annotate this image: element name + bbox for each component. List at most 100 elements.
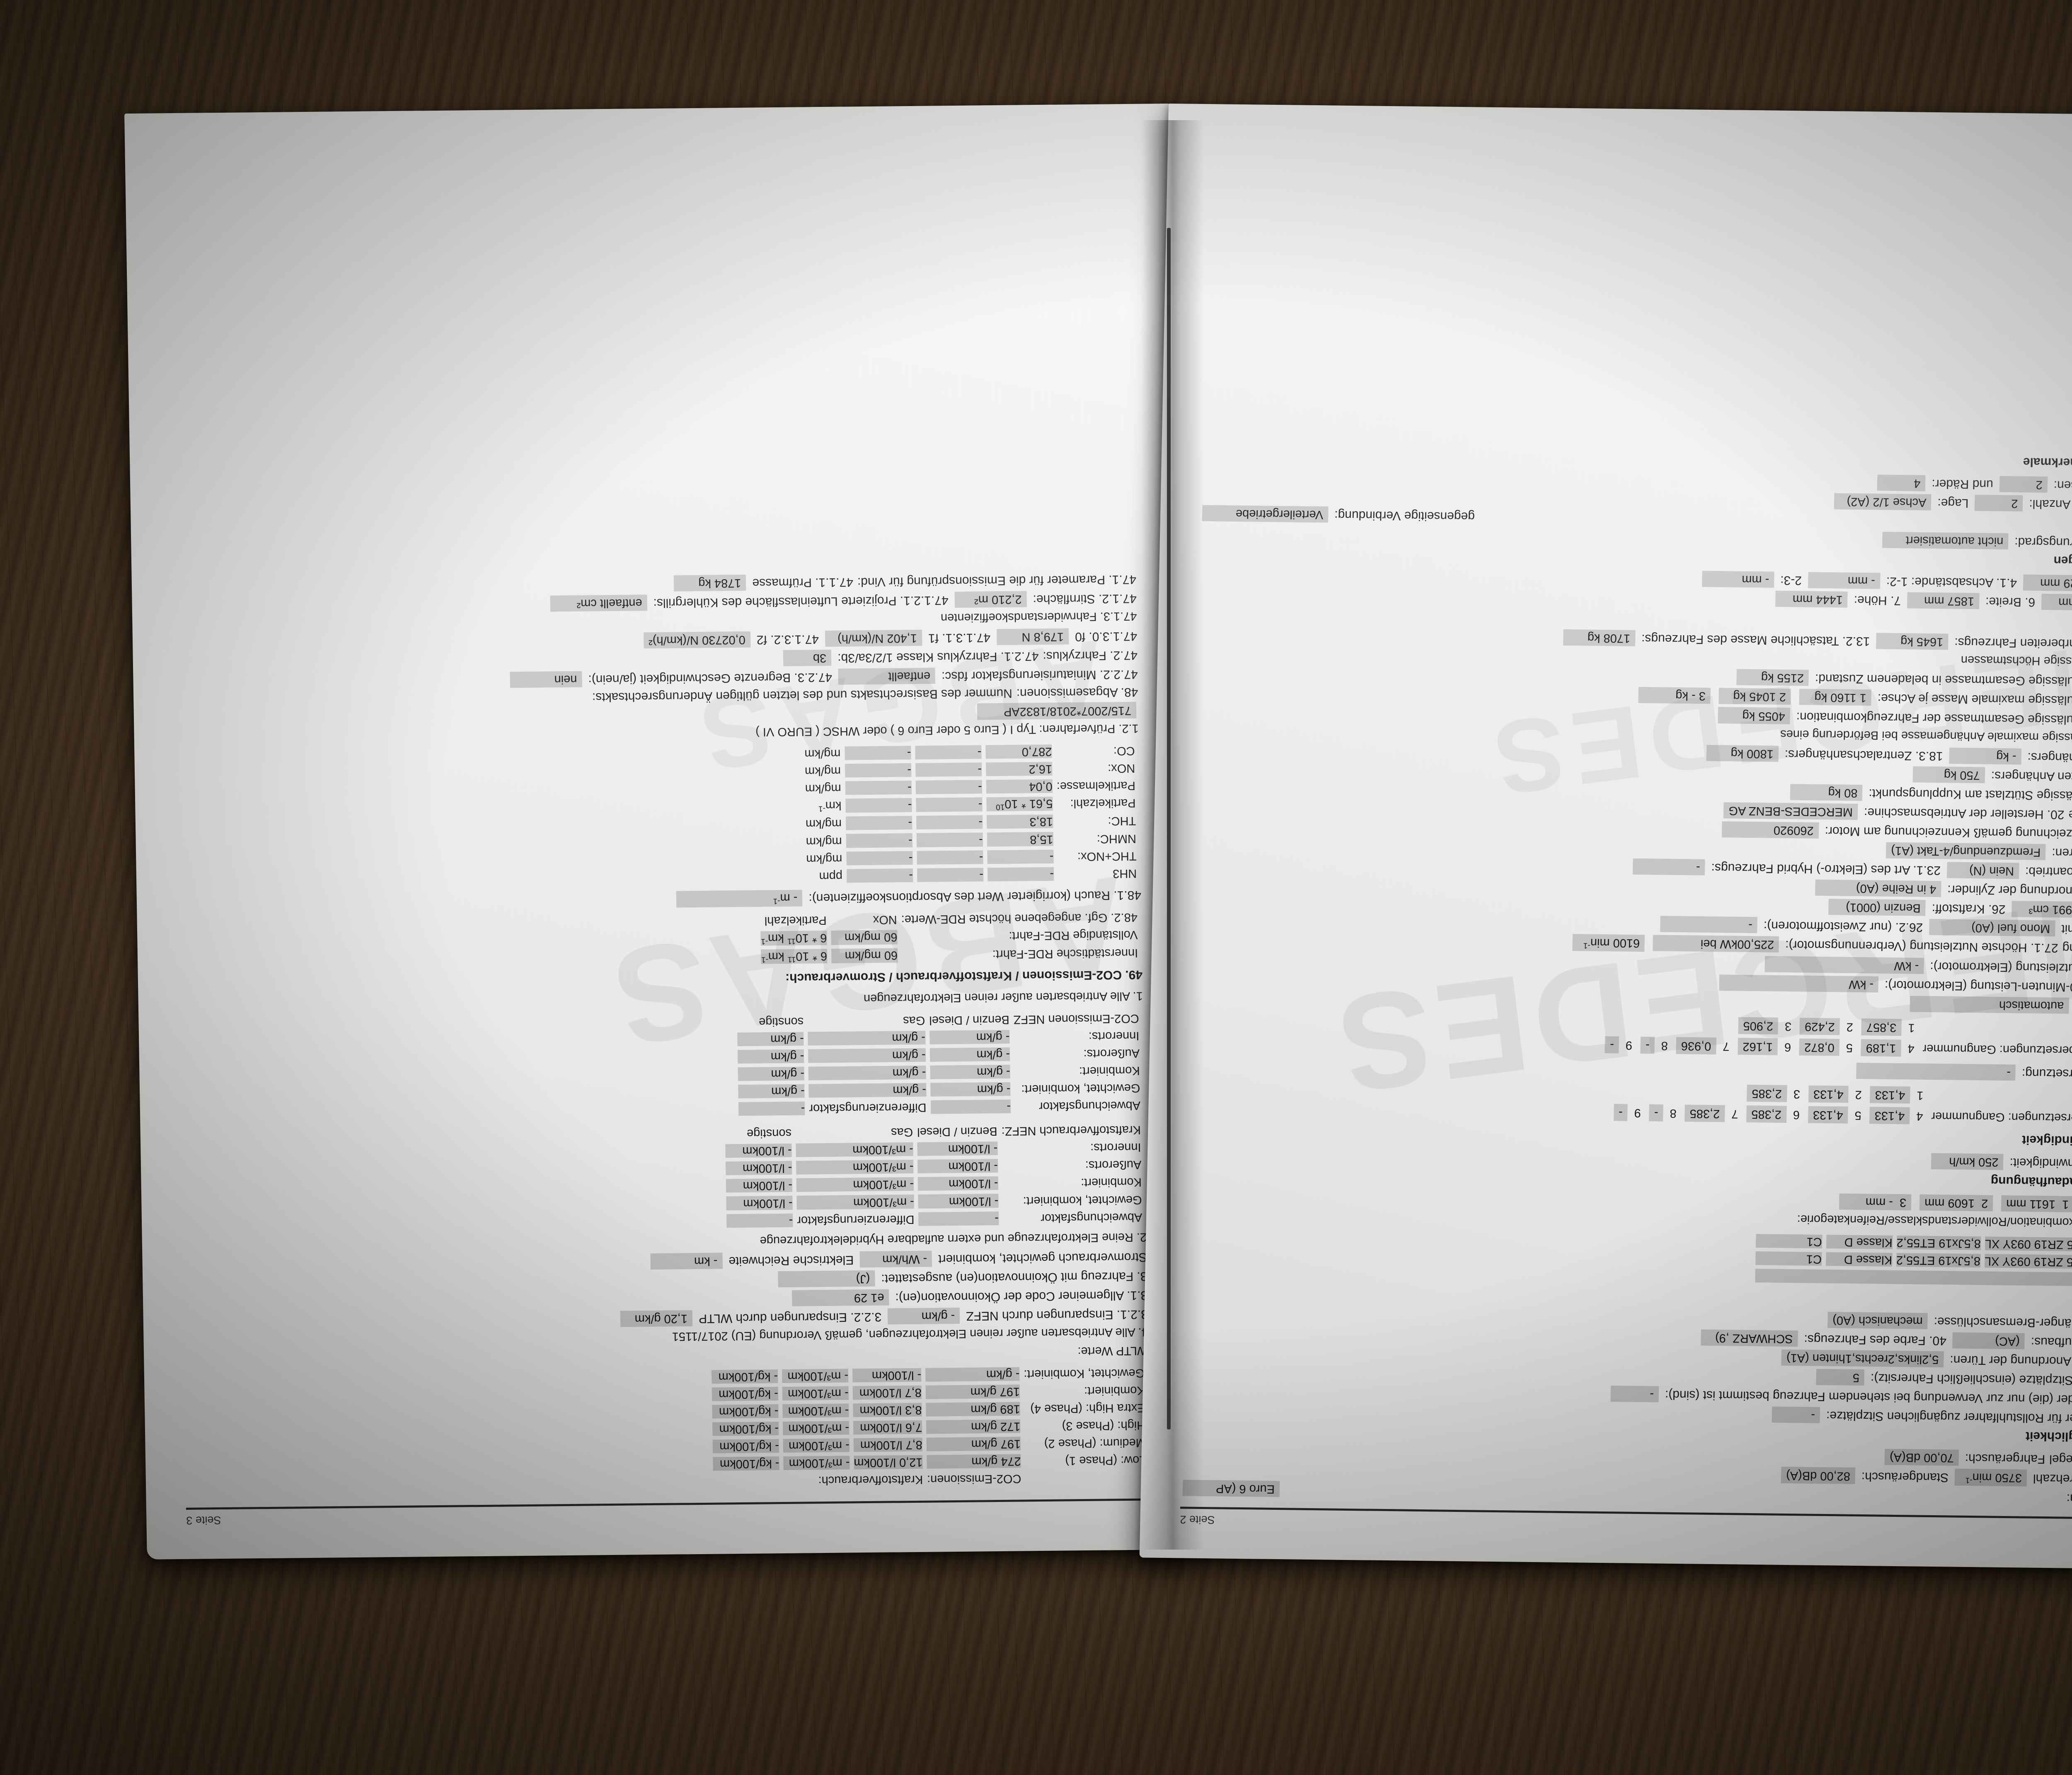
nefz-fuel-abw-value: - [918,1211,999,1226]
workprocess-value: Fremdzuendung/4-Takt (A1) [1886,842,2046,860]
mass-164-value: 4055 kg [1718,707,1791,724]
standnoise-value: 82,00 dB(A) [1781,1467,1856,1484]
width-value: 1857 mm [1907,592,1980,609]
emission-unit: ppm [819,869,843,883]
emission-c3: - [845,780,912,795]
wltp-m3: - m³/100km [783,1456,850,1470]
seats-423-value: - [1772,1406,1820,1424]
displacement-value: 1991 cm³ [2011,901,2072,918]
table-row: 28.1.2. Achsübersetzungen: Gangnummer 4 … [1613,1104,2072,1127]
emission-c2: - [916,815,983,830]
mass-13-value: 1645 kg [1876,633,1949,650]
eco-322-label: 3.2.2. Einsparungen durch WLTP [698,1310,882,1325]
cycle-4721-value: 3b [783,650,832,667]
nefz-fuel-c3: - l/100km [726,1196,793,1210]
eco-31-label: 3.1. Allgemeiner Code der Ökoinnovation(… [895,1288,1148,1305]
body-38-value: (AC) [1952,1332,2025,1349]
noise-label: 46. Geräuschpegel [2049,1452,2072,1468]
wltp-heading-2: WLTP Werte: [1077,1344,1149,1358]
power-271-rpm: 6100 min-1 [1572,934,1645,952]
gearbox-value: automatisch [1909,996,2069,1014]
fuel-26-value: Benzin (0001) [1828,899,1926,916]
table-row: 1 4,133 2 4,133 3 2,385 [1614,1083,2072,1106]
axle-ratio-table: 28.1.2. Achsübersetzungen: Gangnummer 4 … [1609,1079,2072,1131]
fuel-262-label: 26.2. (nur Zweistoffmotoren): [1763,919,1923,934]
table-row: Achse 1: 245/35 ZR19 093Y XL 8,5Jx19 ET5… [1755,1233,2072,1252]
cylinders-value: 4 in Reihe (A0) [1815,879,1941,897]
nefz-co2-c3: - g/km [738,1084,805,1099]
gear-ratio: - [1640,1036,1655,1054]
manufacturer-label: 20. Hersteller der Antriebsmaschine: [1864,805,2065,822]
nefz-co2-diff-label: Differenzierungsfaktor [809,1100,927,1115]
power-271-value: 225,00kW bei [1653,935,1779,953]
emotor-273-label: 27.3. Höchste Nutzleistung (Elektromotor… [1929,959,2072,976]
gear-ratio: 2,429 [1799,1018,1840,1035]
automation-label: 3.1.1. Automatisierungsgrad: [2014,535,2072,550]
nefz-co2-row-label: Innerorts: [1088,1029,1140,1043]
nefz-fuel-c2: - m³/100km [796,1195,915,1210]
drive-axles-pos-value: Achse 1/2 (A2) [1834,493,1932,510]
coast-f2-value: 0,02730 N/(km/h)² [643,631,751,649]
tow-184-value: 750 kg [1912,766,1985,784]
hybrid-type-label: 23.1. Art des (Elektro-) Hybrid Fahrzeug… [1711,861,1941,878]
rde-pn: 6 * 1011 km-1 [760,949,828,964]
fuel-26-label: 26. Kraftstoff: [1932,901,2006,916]
table-row: High: (Phase 3) 172 g/km 7,6 l/100km - m… [712,1418,1145,1436]
wltp-row-label: Low: (Phase 1) [1065,1453,1146,1468]
nefz-co2-c2: - g/km [808,1083,927,1098]
wltp-row-label: Gewichtet, Kombiniert: [1024,1366,1145,1381]
length-value: 4695 mm [2041,593,2072,611]
rde-row-label: Innerstädtische RDE-Fahrt: [992,946,1138,961]
wltp-l100: - l/100km [852,1368,922,1383]
axle2-tyre: 245/35 ZR19 093Y XL [1984,1254,2072,1269]
testmass-value: 1784 kg [674,574,746,592]
wltp-row-label: Medium: (Phase 2) [1044,1436,1146,1451]
nefz-co2-c1: - g/km [929,1030,1010,1045]
abgasnorm-label: 47. Abgasnorm: [2066,1491,2072,1506]
table-row: Kombiniert: 197 g/km 8,7 l/100km - m³/10… [712,1383,1145,1401]
table-row: Abweichungsfaktor - Differenzierungsfakt… [738,1098,1140,1116]
nefz-fuel-c3: - l/100km [726,1178,793,1193]
emission-c2: - [915,762,982,777]
nefz-fuel-c3: - l/100km [725,1144,792,1158]
gear-number: 2 [1846,1020,1854,1034]
emission-c1: 5,61 * 1010 [986,796,1053,812]
power-271-label: 27.1. Höchste Nutzleistung (Verbrennungs… [1785,938,2059,955]
tow-184-label: 18.4. ungebremsten Anhängers: [1991,769,2072,784]
params-label: 47.1. Parameter für die Emissionsprüfung… [857,572,1137,589]
wltp-co2: 274 g/km [927,1454,1021,1469]
fuel-262-value: - [1660,916,1758,933]
drive-axles-count-label: Anzahl: [2029,497,2071,511]
axle-ratio-2811-value: - [1856,1062,2016,1081]
axle-ratio-2811-label: 28.1.1. Achsübersetzung: [2021,1066,2072,1081]
electric-range-value: - km [650,1253,723,1270]
nefz-co2-c3: - g/km [737,1032,804,1047]
nefz-fuel-c2: - m³/100km [796,1177,914,1192]
wltp-co2: 197 g/km [925,1384,1020,1399]
wheelbase-value: 2729 mm [2023,574,2072,592]
wltp-co2: 189 g/km [926,1402,1020,1417]
front-label: 47.1.2. Stirnfläche: [1033,591,1137,607]
gear-ratio: 1,162 [1737,1037,1778,1055]
table-row: THC: 18,3 - - mg/km [806,814,1136,831]
table-row: Kombiniert: - l/100km - m³/100km - l/100… [726,1175,1142,1193]
eco-3-label: 3. Fahrzeug mit Ökoinnovation(en) ausges… [881,1269,1147,1286]
axle-ratio: 2,385 [1746,1084,1787,1103]
mass-162-axle3: 3 - kg [1638,687,1711,704]
wltp-co2: 197 g/km [926,1436,1021,1451]
workprocess-label: 22. Arbeitsverfahren: [2051,846,2072,861]
coast-f0-value: 179,8 N [996,628,1069,646]
emission-c1: 16,2 [985,762,1053,776]
mass-162-axle2: 2 1045 kg [1719,688,1791,705]
wltp-m3: - m³/100km [782,1421,850,1436]
page-left-content: ABGAS ABGAS Seite 3 CO2-Emissionen: Kraf… [124,104,1191,1560]
emission-label: NMHC: [1097,832,1137,846]
eco-321-value: - g/km [888,1307,960,1325]
electric-heading: 2. Reine Elektrofahrzeuge und extern auf… [760,1230,1147,1248]
nefz-co2-col-2: Gas [903,1013,925,1028]
drive-axles-count-value: 2 [1975,494,2023,512]
gear-number: 5 [1846,1041,1853,1054]
fuel-261-label: 26.1. Fahrzeug mit [2061,922,2072,937]
width-label: 6. Breite: [1985,595,2036,609]
